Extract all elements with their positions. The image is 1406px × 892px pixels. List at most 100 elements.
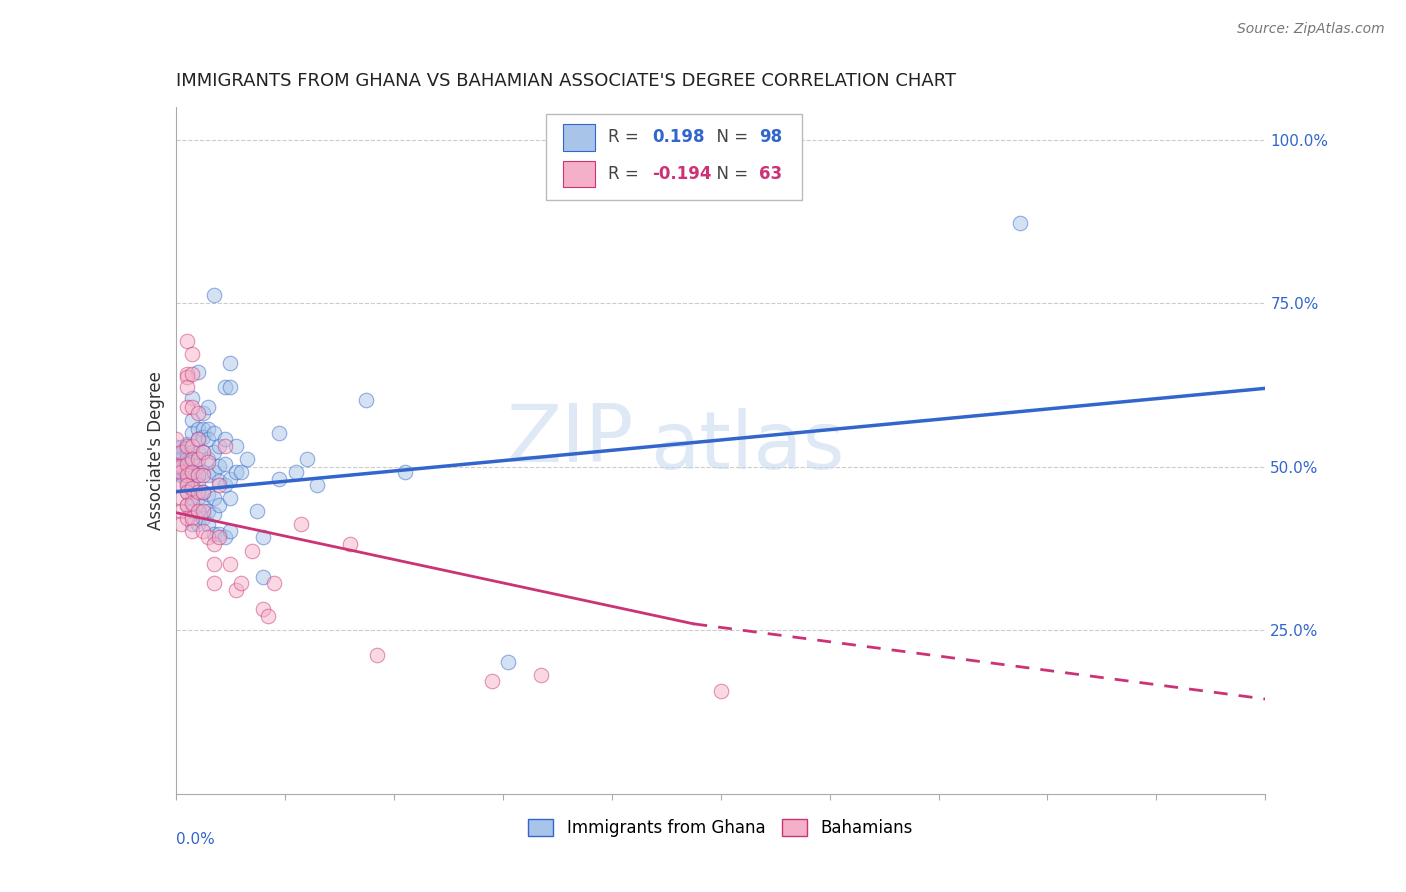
Point: [186, 478, 209, 492]
Point: [339, 537, 361, 551]
Point: [191, 484, 214, 499]
Point: [191, 422, 214, 436]
Point: [181, 391, 204, 405]
Point: [269, 472, 291, 486]
Point: [225, 439, 247, 453]
Point: [530, 668, 553, 682]
FancyBboxPatch shape: [546, 114, 803, 200]
Point: [269, 425, 291, 440]
Point: [191, 430, 214, 444]
Point: [394, 465, 416, 479]
Point: [186, 433, 209, 447]
Text: Source: ZipAtlas.com: Source: ZipAtlas.com: [1237, 22, 1385, 37]
Point: [191, 498, 214, 512]
Point: [225, 465, 247, 479]
Point: [186, 422, 209, 436]
Point: [240, 543, 263, 558]
Text: 0.0%: 0.0%: [176, 831, 215, 847]
Point: [191, 504, 214, 518]
Text: R =: R =: [609, 128, 644, 146]
Point: [214, 380, 236, 394]
Point: [231, 465, 253, 479]
Point: [197, 504, 219, 518]
Point: [197, 487, 219, 501]
Point: [252, 602, 274, 616]
Point: [176, 484, 198, 499]
Point: [176, 458, 198, 473]
Point: [170, 447, 193, 461]
Point: [170, 517, 193, 532]
Point: [176, 511, 198, 525]
Point: [252, 531, 274, 545]
Point: [186, 406, 209, 420]
Point: [176, 380, 198, 394]
Y-axis label: Associate's Degree: Associate's Degree: [148, 371, 166, 530]
Point: [191, 445, 214, 459]
Point: [191, 406, 214, 420]
Point: [225, 582, 247, 597]
Point: [214, 457, 236, 471]
Point: [170, 467, 193, 481]
Text: ZIP: ZIP: [506, 401, 633, 479]
Point: [165, 440, 187, 454]
Point: [176, 484, 198, 499]
Point: [186, 433, 209, 447]
Point: [219, 524, 242, 538]
Point: [181, 425, 204, 440]
Point: [186, 365, 209, 379]
Point: [290, 517, 312, 532]
Point: [202, 425, 225, 440]
Point: [181, 439, 204, 453]
Point: [170, 453, 193, 467]
Point: [191, 465, 214, 479]
Point: [170, 461, 193, 475]
Point: [176, 448, 198, 462]
Point: [176, 498, 198, 512]
Point: [284, 465, 307, 479]
Point: [170, 440, 193, 454]
Text: R =: R =: [609, 165, 644, 183]
Legend: Immigrants from Ghana, Bahamians: Immigrants from Ghana, Bahamians: [522, 813, 920, 844]
Point: [197, 452, 219, 467]
Text: 63: 63: [759, 165, 782, 183]
Point: [219, 356, 242, 370]
Point: [170, 463, 193, 477]
Point: [202, 576, 225, 591]
Point: [186, 445, 209, 459]
Text: 0.198: 0.198: [652, 128, 704, 146]
Point: [165, 433, 187, 447]
Point: [214, 478, 236, 492]
Point: [186, 504, 209, 518]
Point: [176, 457, 198, 471]
Point: [170, 459, 193, 474]
Point: [181, 413, 204, 427]
Point: [181, 511, 204, 525]
Text: 98: 98: [759, 128, 782, 146]
Point: [170, 452, 193, 467]
Point: [191, 467, 214, 482]
Point: [176, 478, 198, 492]
Point: [202, 537, 225, 551]
Point: [181, 481, 204, 495]
Point: [197, 422, 219, 436]
Point: [170, 478, 193, 492]
Point: [214, 439, 236, 453]
Text: -0.194: -0.194: [652, 165, 711, 183]
Point: [208, 439, 231, 453]
Point: [181, 524, 204, 538]
Point: [219, 472, 242, 486]
Point: [186, 491, 209, 506]
Point: [1010, 217, 1032, 231]
Point: [202, 288, 225, 302]
Text: N =: N =: [706, 128, 754, 146]
Text: N =: N =: [706, 165, 754, 183]
Point: [356, 393, 378, 408]
FancyBboxPatch shape: [562, 161, 595, 186]
Point: [181, 347, 204, 361]
FancyBboxPatch shape: [562, 124, 595, 151]
Point: [170, 450, 193, 464]
Point: [710, 683, 733, 698]
Point: [165, 458, 187, 473]
Point: [366, 648, 388, 663]
Point: [191, 511, 214, 525]
